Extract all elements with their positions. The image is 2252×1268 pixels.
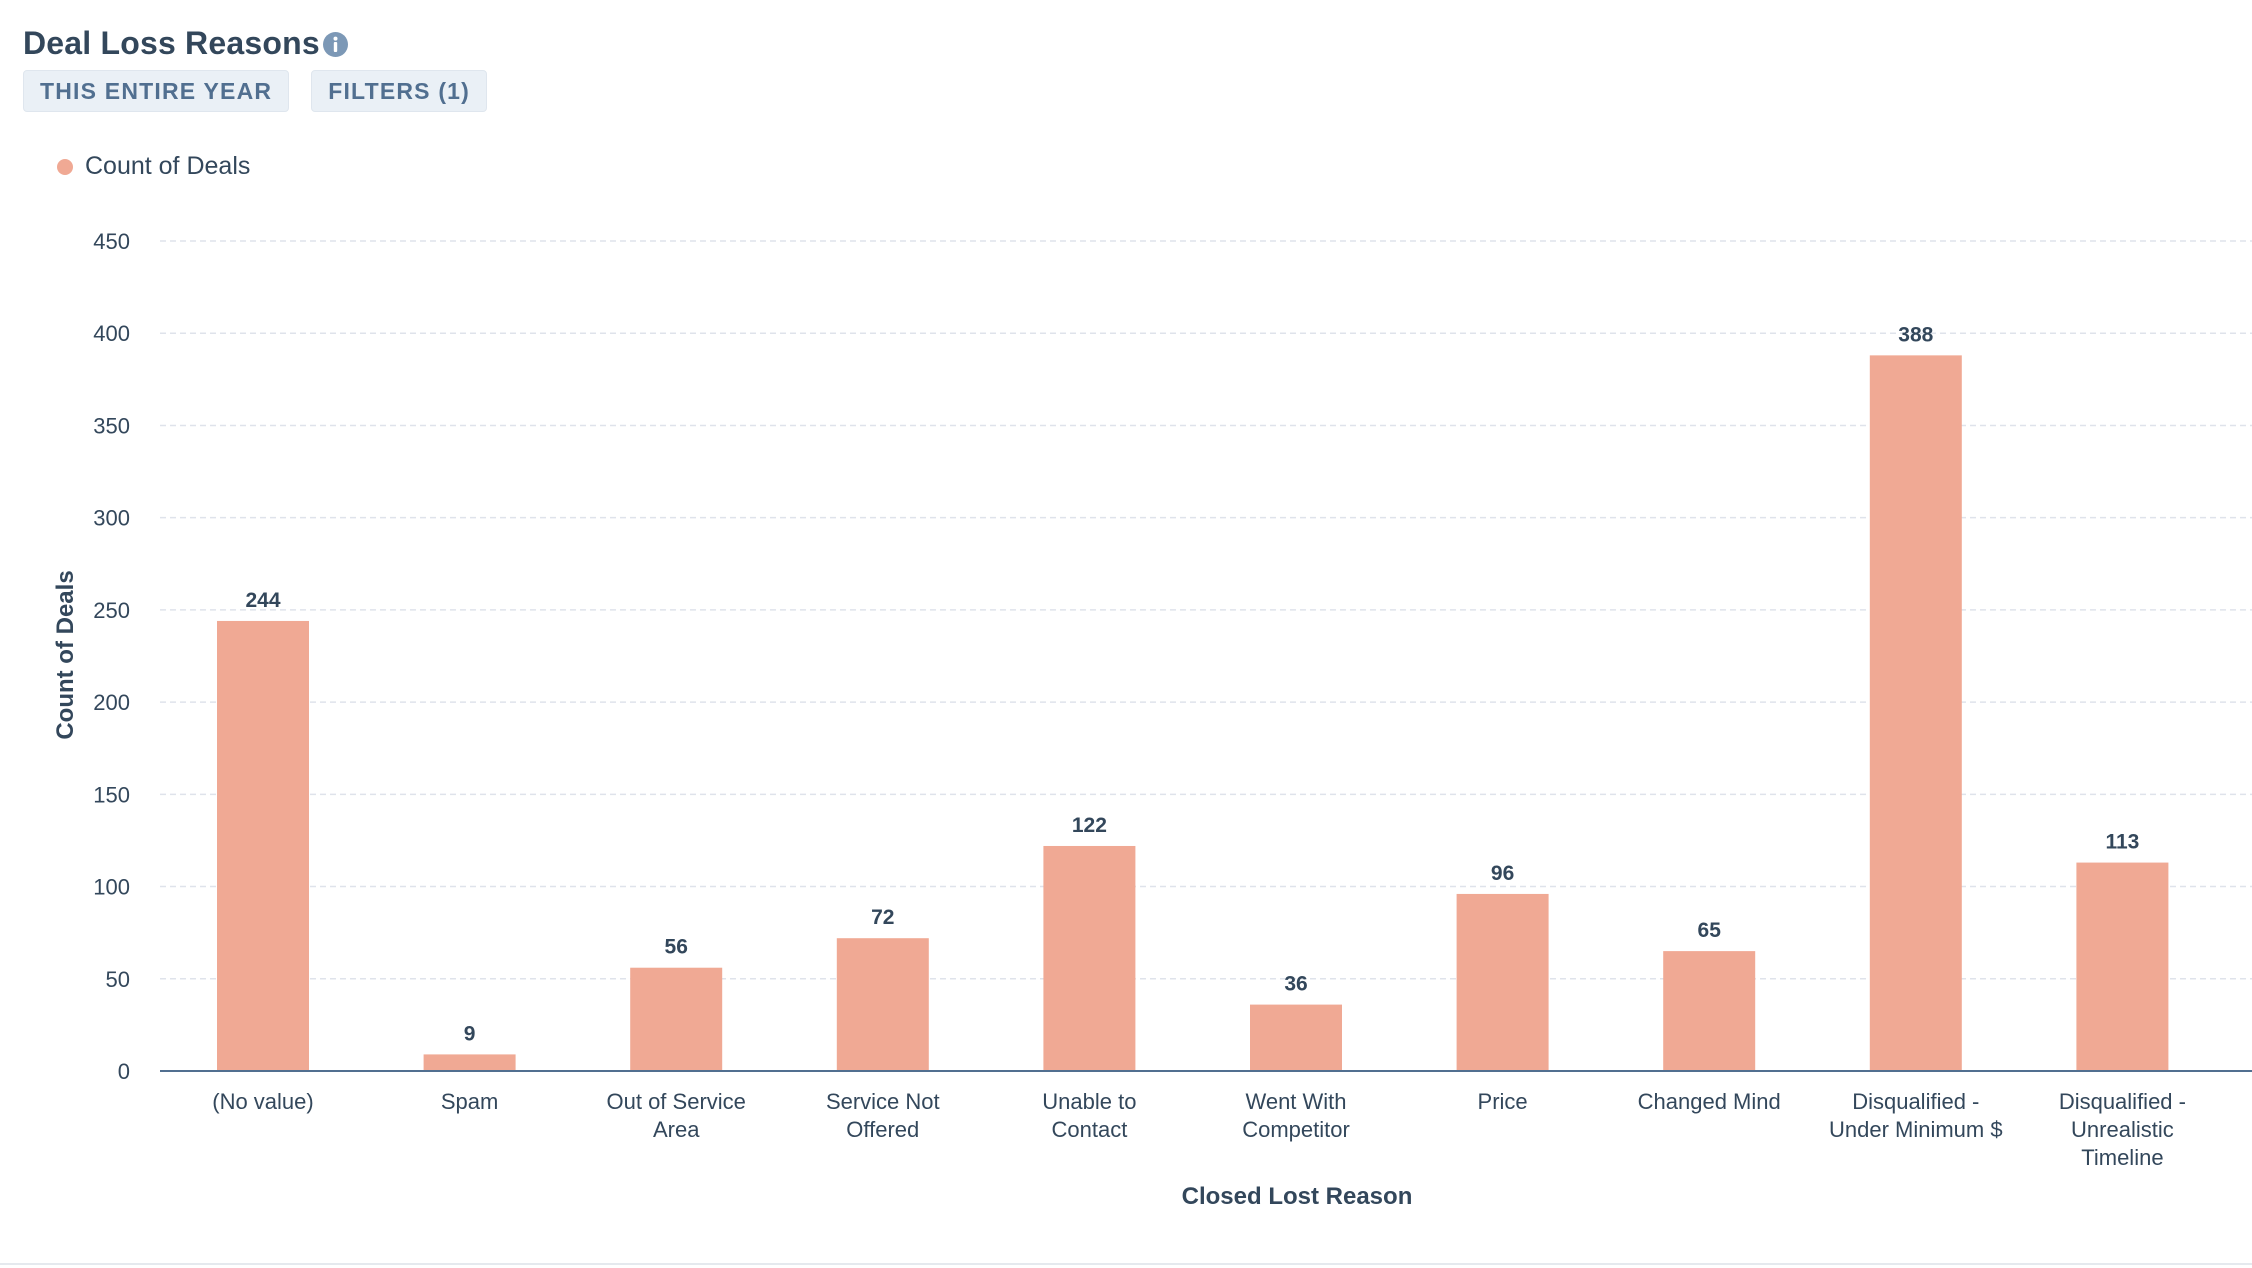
bar bbox=[630, 967, 723, 1071]
filter-chips: THIS ENTIRE YEAR FILTERS (1) bbox=[23, 70, 2252, 112]
data-label: 388 bbox=[1898, 323, 1933, 346]
y-axis-title: Count of Deals bbox=[52, 570, 79, 739]
x-tick-label: (No value) bbox=[212, 1089, 313, 1114]
bar bbox=[423, 1054, 516, 1071]
data-label: 96 bbox=[1491, 862, 1514, 885]
bar bbox=[2076, 862, 2169, 1071]
y-tick-label: 0 bbox=[118, 1059, 130, 1084]
y-tick-label: 150 bbox=[93, 782, 130, 807]
x-tick-label: Area bbox=[653, 1117, 700, 1142]
x-tick-label: Unrealistic bbox=[2071, 1117, 2174, 1142]
data-label: 9 bbox=[464, 1022, 476, 1045]
x-tick-label: Went With bbox=[1245, 1089, 1346, 1114]
y-tick-label: 200 bbox=[93, 690, 130, 715]
y-tick-label: 50 bbox=[106, 967, 130, 992]
legend-swatch bbox=[57, 158, 73, 175]
y-tick-label: 300 bbox=[93, 506, 130, 531]
data-label: 36 bbox=[1284, 973, 1307, 996]
bar bbox=[217, 620, 309, 1071]
chart-legend[interactable]: Count of Deals bbox=[57, 152, 250, 181]
y-tick-label: 400 bbox=[93, 321, 130, 346]
data-label: 65 bbox=[1698, 919, 1722, 942]
y-tick-label: 450 bbox=[93, 229, 130, 254]
legend-label: Count of Deals bbox=[85, 152, 251, 180]
data-label: 122 bbox=[1072, 814, 1107, 837]
bar bbox=[1043, 845, 1136, 1071]
bottom-divider bbox=[0, 1263, 2252, 1265]
x-tick-label: Disqualified - bbox=[2059, 1089, 2186, 1114]
bar bbox=[1250, 1004, 1342, 1071]
info-icon[interactable] bbox=[322, 31, 349, 58]
x-tick-label: Service Not bbox=[826, 1089, 940, 1114]
bar bbox=[1663, 951, 1756, 1071]
title-row: Deal Loss Reasons bbox=[23, 20, 2252, 66]
report-title: Deal Loss Reasons bbox=[23, 24, 320, 61]
data-label: 72 bbox=[871, 906, 894, 929]
bar bbox=[1869, 355, 1962, 1071]
x-tick-label: Unable to bbox=[1042, 1089, 1136, 1114]
data-label: 56 bbox=[665, 936, 688, 959]
x-tick-label: Changed Mind bbox=[1638, 1089, 1781, 1114]
x-tick-label: Contact bbox=[1051, 1117, 1127, 1142]
date-range-chip[interactable]: THIS ENTIRE YEAR bbox=[23, 70, 290, 112]
x-tick-label: Price bbox=[1478, 1089, 1528, 1114]
bar bbox=[836, 938, 929, 1071]
x-tick-label: Spam bbox=[441, 1089, 498, 1114]
y-tick-label: 250 bbox=[93, 598, 130, 623]
filters-chip[interactable]: FILTERS (1) bbox=[311, 70, 488, 112]
data-label: 113 bbox=[2105, 831, 2139, 854]
bar bbox=[1456, 893, 1549, 1071]
x-tick-label: Under Minimum $ bbox=[1829, 1117, 2003, 1142]
x-axis-title: Closed Lost Reason bbox=[1182, 1183, 1413, 1210]
x-tick-label: Offered bbox=[846, 1117, 919, 1142]
y-tick-label: 350 bbox=[93, 413, 130, 438]
data-label: 244 bbox=[245, 589, 280, 612]
x-tick-label: Competitor bbox=[1242, 1117, 1350, 1142]
report-header: Deal Loss Reasons THIS ENTIRE YEAR FILTE… bbox=[23, 20, 2252, 112]
x-tick-label: Disqualified - bbox=[1852, 1089, 1979, 1114]
x-tick-label: Timeline bbox=[2081, 1145, 2163, 1170]
y-tick-label: 100 bbox=[93, 875, 130, 900]
x-tick-label: Out of Service bbox=[607, 1089, 746, 1114]
